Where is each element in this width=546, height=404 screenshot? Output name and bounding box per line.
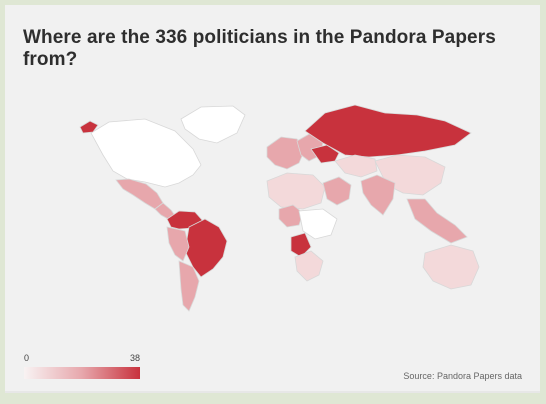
region-kazakhstan[interactable] bbox=[334, 154, 378, 178]
region-western-europe[interactable] bbox=[266, 136, 306, 170]
legend-max-label: 38 bbox=[130, 353, 141, 363]
region-nigeria[interactable] bbox=[278, 204, 304, 228]
region-russia[interactable] bbox=[304, 104, 472, 158]
region-central-africa[interactable] bbox=[298, 208, 338, 240]
map-title: Where are the 336 politicians in the Pan… bbox=[23, 27, 496, 70]
legend-min-label: 0 bbox=[24, 353, 30, 363]
region-middle-east[interactable] bbox=[322, 176, 352, 206]
region-brazil[interactable] bbox=[184, 218, 228, 278]
region-greenland[interactable] bbox=[180, 105, 246, 144]
region-north-america[interactable] bbox=[90, 118, 202, 188]
source-note: Source: Pandora Papers data bbox=[403, 371, 522, 381]
region-south-asia[interactable] bbox=[360, 174, 396, 216]
region-andean-south-america[interactable] bbox=[166, 226, 190, 262]
region-australia[interactable] bbox=[422, 244, 480, 290]
region-iceland[interactable] bbox=[79, 120, 99, 134]
region-ukraine[interactable] bbox=[310, 144, 340, 164]
region-angola[interactable] bbox=[290, 232, 312, 258]
world-map bbox=[79, 104, 480, 312]
region-argentina-chile[interactable] bbox=[178, 260, 200, 312]
legend-color-scale bbox=[24, 367, 140, 379]
map-card: Where are the 336 politicians in the Pan… bbox=[5, 5, 540, 393]
region-north-africa[interactable] bbox=[266, 172, 326, 210]
region-southeast-asia[interactable] bbox=[406, 198, 468, 244]
region-southern-africa[interactable] bbox=[294, 250, 324, 282]
